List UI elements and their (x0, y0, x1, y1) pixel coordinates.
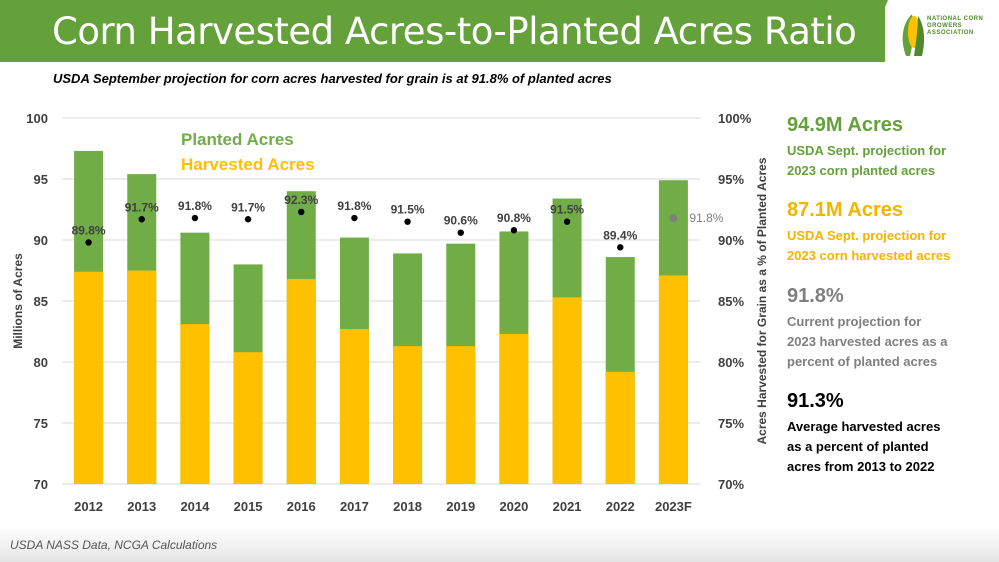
y2-tick-label: 70% (718, 477, 744, 492)
header-bar (0, 0, 885, 62)
y-tick-label: 100 (26, 111, 48, 126)
bar-harvested (286, 279, 316, 484)
x-tick-label: 2016 (287, 499, 316, 514)
bar-harvested (233, 352, 263, 484)
y2-tick-label: 80% (718, 355, 744, 370)
ratio-desc-3: percent of planted acres (787, 354, 938, 369)
x-tick-label: 2014 (180, 499, 210, 514)
ratio-label: 90.8% (497, 211, 531, 225)
y2-axis-label: Acres Harvested for Grain as a % of Plan… (755, 157, 769, 444)
y-axis-label: Millions of Acres (11, 253, 25, 349)
planted-summary: 94.9M Acres USDA Sept. projection for 20… (787, 114, 977, 181)
bar-harvested (499, 333, 529, 484)
planted-value: 94.9M Acres (787, 114, 903, 136)
x-tick-label: 2017 (340, 499, 369, 514)
y2-tick-label: 85% (718, 294, 744, 309)
average-desc-3: acres from 2013 to 2022 (787, 459, 935, 474)
header-diagonal (862, 0, 888, 62)
ratio-label: 91.8% (178, 199, 212, 213)
ratio-point (85, 239, 92, 246)
bar-harvested (180, 324, 210, 484)
legend-planted: Planted Acres (181, 130, 294, 149)
legend-harvested: Harvested Acres (181, 155, 315, 174)
harvested-desc-2: 2023 corn harvested acres (787, 248, 951, 263)
planted-desc-2: 2023 corn planted acres (787, 163, 936, 178)
ratio-point (138, 216, 145, 223)
y-tick-label: 70 (34, 477, 48, 492)
ratio-label: 91.5% (391, 203, 425, 217)
average-value: 91.3% (787, 390, 844, 412)
ratio-point (244, 216, 252, 223)
ratio-label: 91.7% (231, 200, 265, 214)
x-tick-label: 2015 (234, 499, 263, 514)
ratio-label: 91.7% (125, 200, 159, 214)
x-tick-label: 2018 (393, 499, 422, 514)
y-tick-label: 90 (34, 233, 48, 248)
average-summary: 91.3% Average harvested acres as a perce… (787, 390, 940, 477)
x-tick-label: 2013 (127, 499, 156, 514)
ratio-point (191, 214, 199, 222)
bar-harvested (446, 346, 476, 484)
x-tick-label: 2022 (606, 499, 635, 514)
ratio-label: 89.4% (603, 228, 637, 242)
ratio-label: 89.8% (72, 223, 106, 237)
ratio-point (617, 244, 624, 251)
ratio-label: 92.3% (284, 193, 318, 207)
ratio-point (563, 218, 571, 225)
bar-harvested (552, 297, 582, 484)
y2-tick-label: 100% (718, 111, 752, 126)
ratio-summary: 91.8% Current projection for 2023 harves… (787, 285, 947, 372)
logo-text: NATIONAL CORN GROWERS ASSOCIATION (927, 16, 984, 36)
ratio-point (351, 214, 358, 222)
chart: 70 75 80 85 90 95 100 70% 75% 80% 85% 90% 95% 100% Mil… (11, 111, 769, 514)
corn-icon (902, 14, 925, 56)
ratio-point (457, 229, 464, 236)
average-desc-2: as a percent of planted (787, 439, 929, 454)
harvested-desc-1: USDA Sept. projection for (787, 228, 947, 243)
planted-desc-1: USDA Sept. projection for (787, 143, 947, 158)
ratio-point (510, 227, 518, 234)
ratio-point (669, 214, 678, 223)
y-tick-label: 75 (34, 416, 48, 431)
bar-harvested (393, 346, 423, 484)
ratio-desc-2: 2023 harvested acres as a (787, 334, 948, 349)
x-tick-label: 2020 (499, 499, 528, 514)
source-note: USDA NASS Data, NCGA Calculations (10, 538, 218, 552)
y-tick-label: 85 (34, 294, 48, 309)
y-tick-label: 95 (34, 172, 48, 187)
ratio-point (298, 208, 305, 216)
ratio-point (404, 218, 411, 225)
y2-tick-label: 95% (718, 172, 744, 187)
ratio-label: 91.8% (689, 211, 723, 225)
x-tick-label: 2019 (446, 499, 475, 514)
y-tick-label: 80 (34, 355, 48, 370)
x-tick-label: 2012 (74, 499, 103, 514)
harvested-summary: 87.1M Acres USDA Sept. projection for 20… (787, 199, 950, 266)
bar-harvested (74, 271, 104, 484)
bar-harvested (605, 371, 635, 484)
x-tick-label: 2023F (655, 499, 692, 514)
bar-harvested (658, 275, 688, 484)
bar-harvested (127, 270, 157, 484)
ratio-label: 91.5% (550, 203, 584, 217)
ratio-desc-1: Current projection for (787, 314, 922, 329)
ratio-value: 91.8% (787, 285, 844, 307)
bar-harvested (339, 329, 369, 484)
y2-tick-label: 75% (718, 416, 744, 431)
y2-tick-label: 90% (718, 233, 744, 248)
page-title: Corn Harvested Acres-to-Planted Acres Ra… (52, 10, 857, 53)
x-tick-label: 2021 (553, 499, 582, 514)
footer-bar (0, 527, 999, 562)
chart-subtitle: USDA September projection for corn acres… (53, 71, 612, 86)
ratio-label: 90.6% (444, 214, 478, 228)
harvested-value: 87.1M Acres (787, 199, 903, 221)
ratio-label: 91.8% (337, 199, 371, 213)
average-desc-1: Average harvested acres (787, 419, 941, 434)
